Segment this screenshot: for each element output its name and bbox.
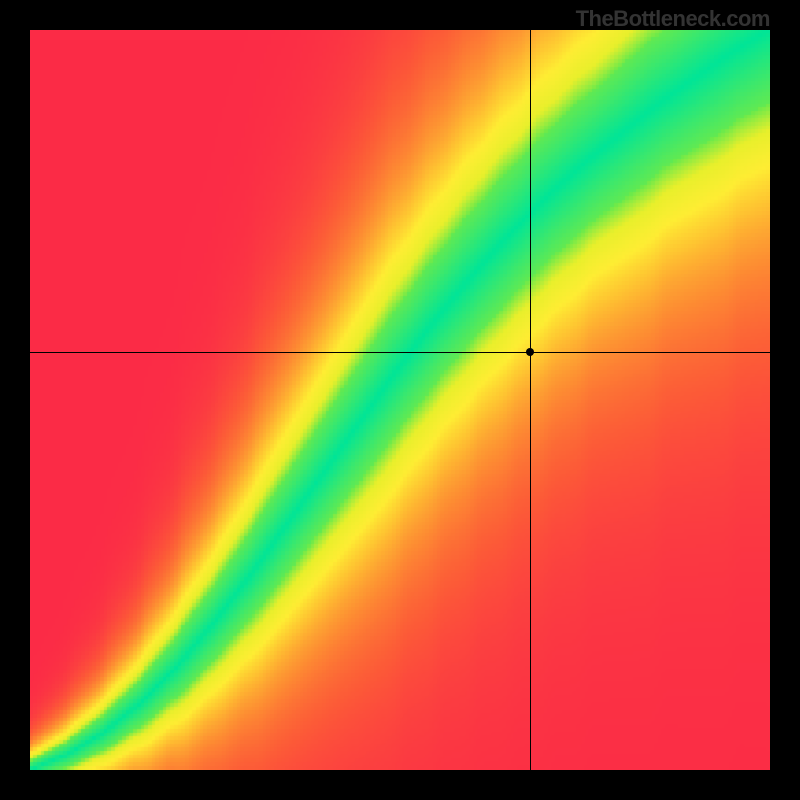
- watermark-text: TheBottleneck.com: [576, 6, 770, 32]
- crosshair-marker: [526, 348, 534, 356]
- crosshair-horizontal: [30, 352, 770, 353]
- heatmap-canvas: [30, 30, 770, 770]
- crosshair-vertical: [530, 30, 531, 770]
- heatmap-plot: [30, 30, 770, 770]
